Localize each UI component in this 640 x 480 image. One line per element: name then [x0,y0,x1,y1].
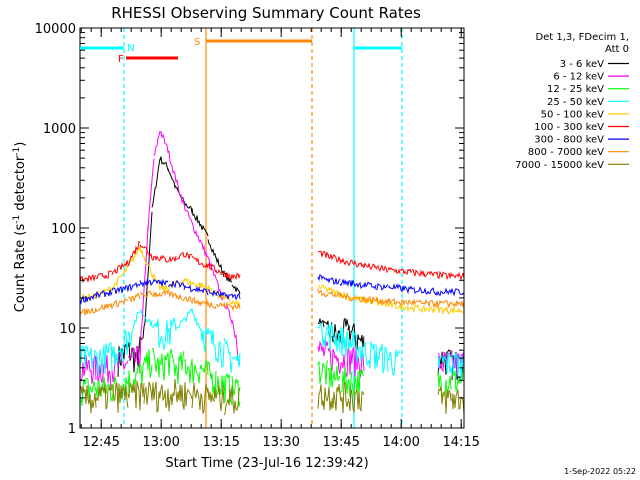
y-tick-label: 10 [59,322,76,337]
chart-title: RHESSI Observing Summary Count Rates [111,4,421,22]
y-tick-label: 10000 [35,22,76,37]
x-tick-label: 13:15 [202,435,239,450]
y-axis-label-part: detector [13,155,28,215]
y-axis-label: Count Rate (s-1 detector-1) [12,142,28,313]
x-axis-label: Start Time (23-Jul-16 12:39:42) [165,456,368,471]
x-tick-label: 13:45 [322,435,359,450]
y-tick-label: 100 [51,222,76,237]
x-tick-label: 12:45 [82,435,119,450]
timestamp: 1-Sep-2022 05:22 [564,467,636,476]
y-tick-label: 1 [68,422,76,437]
legend-label: 800 - 7000 keV [528,147,604,158]
annotation-label-F: F [118,54,124,65]
series-line-300-800keV [79,273,465,305]
y-axis-label-sup: -1 [12,147,22,156]
y-axis-label-part: Count Rate (s [13,224,28,313]
legend-header: Att 0 [605,44,629,55]
series-line-800-7000keV [79,288,465,317]
legend-label: 50 - 100 keV [541,109,605,120]
legend-label: 300 - 800 keV [534,135,604,146]
legend-label: 6 - 12 keV [553,72,604,83]
series-line-25-50keV [79,308,465,382]
series-line-100-300keV [79,240,465,283]
legend-label: 25 - 50 keV [547,97,604,108]
annotation-label-N: N [127,43,134,54]
legend-label: 7000 - 15000 keV [515,160,604,171]
legend-label: 12 - 25 keV [547,84,604,95]
x-tick-label: 14:15 [442,435,479,450]
x-tick-label: 14:00 [382,435,419,450]
x-tick-label: 13:30 [262,435,299,450]
legend-header: Det 1,3, FDecim 1, [535,32,629,43]
y-axis-label-part: ) [13,142,28,147]
legend-label: 3 - 6 keV [560,59,604,70]
y-tick-label: 1000 [43,122,76,137]
x-tick-label: 13:00 [142,435,179,450]
annotation-label-S: S [194,37,200,48]
legend-label: 100 - 300 keV [534,122,604,133]
series-line-7000-15000keV [79,379,465,416]
y-axis-label-sup: -1 [12,215,22,224]
